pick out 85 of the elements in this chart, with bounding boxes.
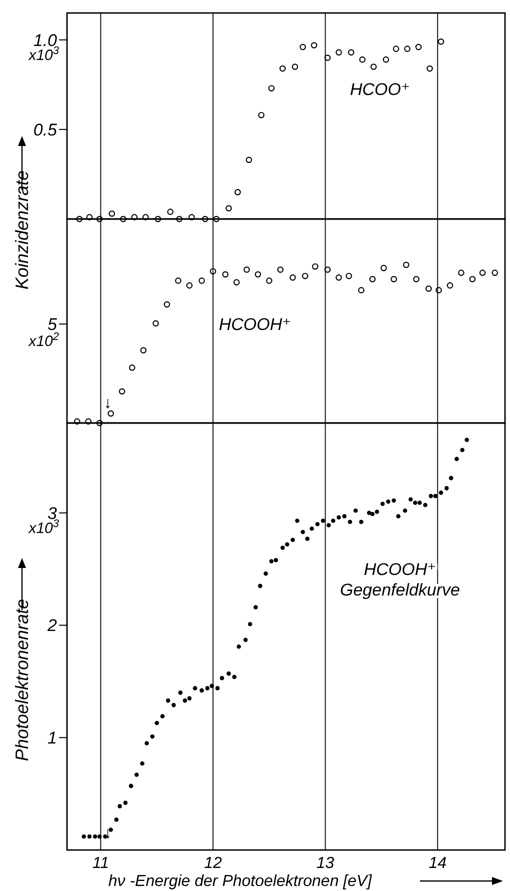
point: [76, 216, 83, 222]
point: [213, 216, 220, 222]
point: [479, 270, 486, 276]
point: [336, 49, 342, 56]
point: [154, 216, 162, 222]
point: [324, 54, 331, 61]
point: [426, 65, 433, 72]
point: [390, 276, 397, 282]
point: [310, 42, 318, 48]
point: [413, 276, 420, 282]
point: [415, 44, 422, 50]
point: [436, 287, 442, 294]
point: [438, 38, 444, 45]
point: [167, 208, 174, 215]
point: [290, 274, 296, 281]
x-tick-label: 12: [204, 855, 222, 872]
point: [292, 64, 298, 70]
series-label: HCOO⁺: [350, 80, 410, 99]
point: [96, 420, 103, 426]
point: [96, 216, 103, 222]
point: [152, 320, 159, 327]
text: x10$^{2}$: [28, 331, 59, 350]
point: [370, 64, 377, 70]
point: [392, 46, 400, 52]
point: [312, 263, 318, 270]
point: [164, 301, 170, 308]
point: [258, 112, 264, 118]
point: [175, 278, 182, 284]
point: [266, 278, 272, 284]
text: HCOOH⁺: [218, 315, 292, 334]
point: [446, 282, 454, 289]
point: [131, 214, 138, 220]
point: [458, 270, 464, 276]
point: [198, 278, 205, 284]
x-axis-title: hν -Energie der Photoelektronen [eV]: [108, 873, 372, 890]
point: [186, 282, 193, 289]
point: [128, 364, 136, 371]
point: [300, 44, 306, 50]
point: [108, 210, 116, 217]
y-tick-label: 2: [46, 616, 58, 636]
point: [86, 214, 93, 220]
y-tick-label: 1: [48, 728, 57, 748]
point: [382, 56, 390, 63]
point: [425, 285, 432, 292]
point: [234, 188, 241, 196]
point: [469, 276, 476, 282]
annotation: ↓: [104, 395, 112, 412]
point: [359, 56, 366, 63]
point: [74, 418, 80, 425]
point: [142, 214, 149, 220]
point: [268, 85, 275, 92]
x-tick-label: 13: [316, 855, 334, 872]
point: [118, 388, 126, 395]
point: [302, 272, 308, 280]
point: [324, 266, 331, 273]
point: [202, 216, 208, 222]
point: [358, 287, 364, 294]
point: [369, 276, 376, 282]
point: [140, 347, 147, 354]
x-tick-label: 14: [428, 855, 447, 872]
x-tick-label: 11: [92, 855, 109, 872]
point: [492, 270, 498, 276]
y-tick-label: 0.5: [33, 120, 58, 140]
point: [85, 418, 92, 425]
point: [348, 49, 354, 56]
point: [404, 46, 410, 52]
point: [346, 272, 352, 280]
point: [120, 216, 126, 222]
point: [277, 266, 284, 273]
point: [210, 268, 216, 274]
point: [254, 271, 262, 278]
point: [108, 410, 114, 417]
point: [279, 65, 286, 72]
y-axis-title: Koinzidenzrate: [12, 170, 32, 290]
point: [380, 264, 387, 272]
point: [226, 205, 232, 212]
point: [176, 216, 182, 222]
y-axis-title: Photoelektronenrate: [12, 598, 32, 762]
point: [403, 262, 410, 268]
point: [222, 271, 229, 278]
point: [246, 156, 252, 164]
point: [336, 274, 342, 281]
point: [244, 266, 250, 273]
point: [233, 279, 240, 286]
point: [188, 214, 195, 220]
